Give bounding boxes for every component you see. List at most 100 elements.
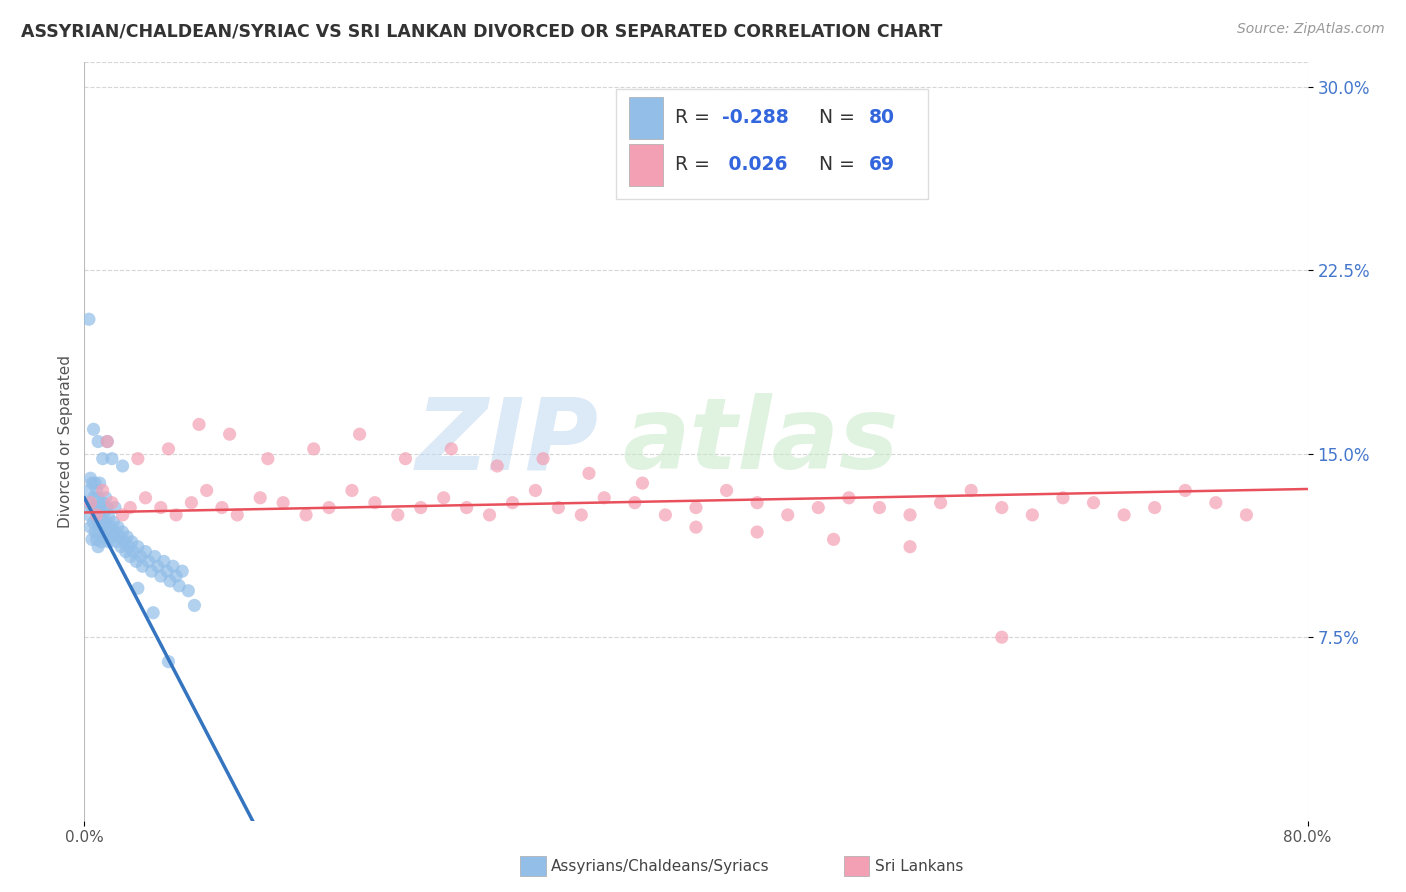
Point bbox=[111, 524, 134, 539]
Point bbox=[631, 476, 654, 491]
Point bbox=[90, 534, 112, 549]
Point bbox=[94, 515, 117, 529]
Point bbox=[143, 549, 166, 564]
Point bbox=[146, 559, 169, 574]
Point bbox=[167, 579, 190, 593]
Point bbox=[84, 476, 107, 491]
Point bbox=[340, 483, 363, 498]
Point bbox=[87, 540, 110, 554]
Text: -0.288: -0.288 bbox=[721, 108, 789, 128]
Point bbox=[127, 451, 149, 466]
Point bbox=[180, 496, 202, 510]
Point bbox=[153, 554, 176, 568]
Point bbox=[101, 451, 124, 466]
Point bbox=[776, 508, 799, 522]
Point bbox=[1205, 496, 1227, 510]
Text: 69: 69 bbox=[869, 155, 894, 174]
Point bbox=[823, 533, 845, 547]
Point bbox=[149, 500, 172, 515]
Point bbox=[159, 574, 181, 588]
Point bbox=[79, 471, 101, 485]
Point bbox=[86, 508, 108, 522]
Bar bbox=[628, 97, 664, 138]
Point bbox=[747, 496, 769, 510]
Point bbox=[91, 520, 114, 534]
Point bbox=[157, 655, 180, 669]
Point bbox=[114, 544, 136, 558]
Point bbox=[121, 534, 143, 549]
Text: Sri Lankans: Sri Lankans bbox=[875, 859, 963, 873]
Point bbox=[747, 524, 769, 539]
Point bbox=[898, 540, 921, 554]
Point bbox=[91, 451, 114, 466]
Point bbox=[129, 549, 152, 564]
Text: N =: N = bbox=[807, 155, 860, 174]
Point bbox=[111, 458, 134, 473]
Point bbox=[685, 500, 707, 515]
Text: R =: R = bbox=[675, 155, 716, 174]
Point bbox=[97, 534, 120, 549]
Point bbox=[101, 530, 124, 544]
Point bbox=[118, 540, 141, 554]
Point bbox=[807, 500, 830, 515]
Point bbox=[211, 500, 233, 515]
Point bbox=[183, 599, 205, 613]
Point bbox=[218, 427, 240, 442]
Point bbox=[84, 524, 107, 539]
Point bbox=[101, 496, 124, 510]
Point bbox=[1052, 491, 1074, 505]
Text: ZIP: ZIP bbox=[415, 393, 598, 490]
FancyBboxPatch shape bbox=[616, 89, 928, 199]
Point bbox=[77, 483, 100, 498]
Point bbox=[929, 496, 952, 510]
Point bbox=[991, 500, 1014, 515]
Point bbox=[524, 483, 547, 498]
Point bbox=[195, 483, 218, 498]
Point bbox=[93, 530, 115, 544]
Text: Source: ZipAtlas.com: Source: ZipAtlas.com bbox=[1237, 22, 1385, 37]
Point bbox=[83, 515, 105, 529]
Point bbox=[295, 508, 318, 522]
Point bbox=[96, 500, 118, 515]
Text: 0.026: 0.026 bbox=[721, 155, 787, 174]
Point bbox=[387, 508, 409, 522]
Bar bbox=[628, 144, 664, 186]
Point bbox=[149, 569, 172, 583]
Text: N =: N = bbox=[807, 108, 860, 128]
Point bbox=[77, 312, 100, 326]
Point bbox=[502, 496, 524, 510]
Point bbox=[87, 434, 110, 449]
Point bbox=[177, 583, 200, 598]
Point bbox=[90, 510, 112, 524]
Point bbox=[97, 510, 120, 524]
Point bbox=[1114, 508, 1136, 522]
Text: Assyrians/Chaldeans/Syriacs: Assyrians/Chaldeans/Syriacs bbox=[551, 859, 769, 873]
Point bbox=[108, 530, 131, 544]
Point bbox=[364, 496, 387, 510]
Point bbox=[172, 564, 194, 578]
Text: R =: R = bbox=[675, 108, 716, 128]
Point bbox=[486, 458, 509, 473]
Point bbox=[79, 496, 101, 510]
Point bbox=[110, 540, 132, 554]
Point bbox=[569, 508, 592, 522]
Point bbox=[141, 564, 163, 578]
Point bbox=[257, 451, 280, 466]
Point bbox=[991, 630, 1014, 644]
Point bbox=[318, 500, 340, 515]
Point bbox=[83, 491, 105, 505]
Point bbox=[1236, 508, 1258, 522]
Point bbox=[94, 491, 117, 505]
Point bbox=[86, 483, 108, 498]
Point bbox=[165, 508, 187, 522]
Point bbox=[188, 417, 211, 432]
Point bbox=[531, 451, 554, 466]
Point bbox=[112, 534, 135, 549]
Text: ASSYRIAN/CHALDEAN/SYRIAC VS SRI LANKAN DIVORCED OR SEPARATED CORRELATION CHART: ASSYRIAN/CHALDEAN/SYRIAC VS SRI LANKAN D… bbox=[21, 22, 942, 40]
Point bbox=[142, 606, 165, 620]
Point bbox=[162, 559, 184, 574]
Point bbox=[271, 496, 294, 510]
Y-axis label: Divorced or Separated: Divorced or Separated bbox=[58, 355, 73, 528]
Point bbox=[98, 520, 121, 534]
Point bbox=[107, 520, 129, 534]
